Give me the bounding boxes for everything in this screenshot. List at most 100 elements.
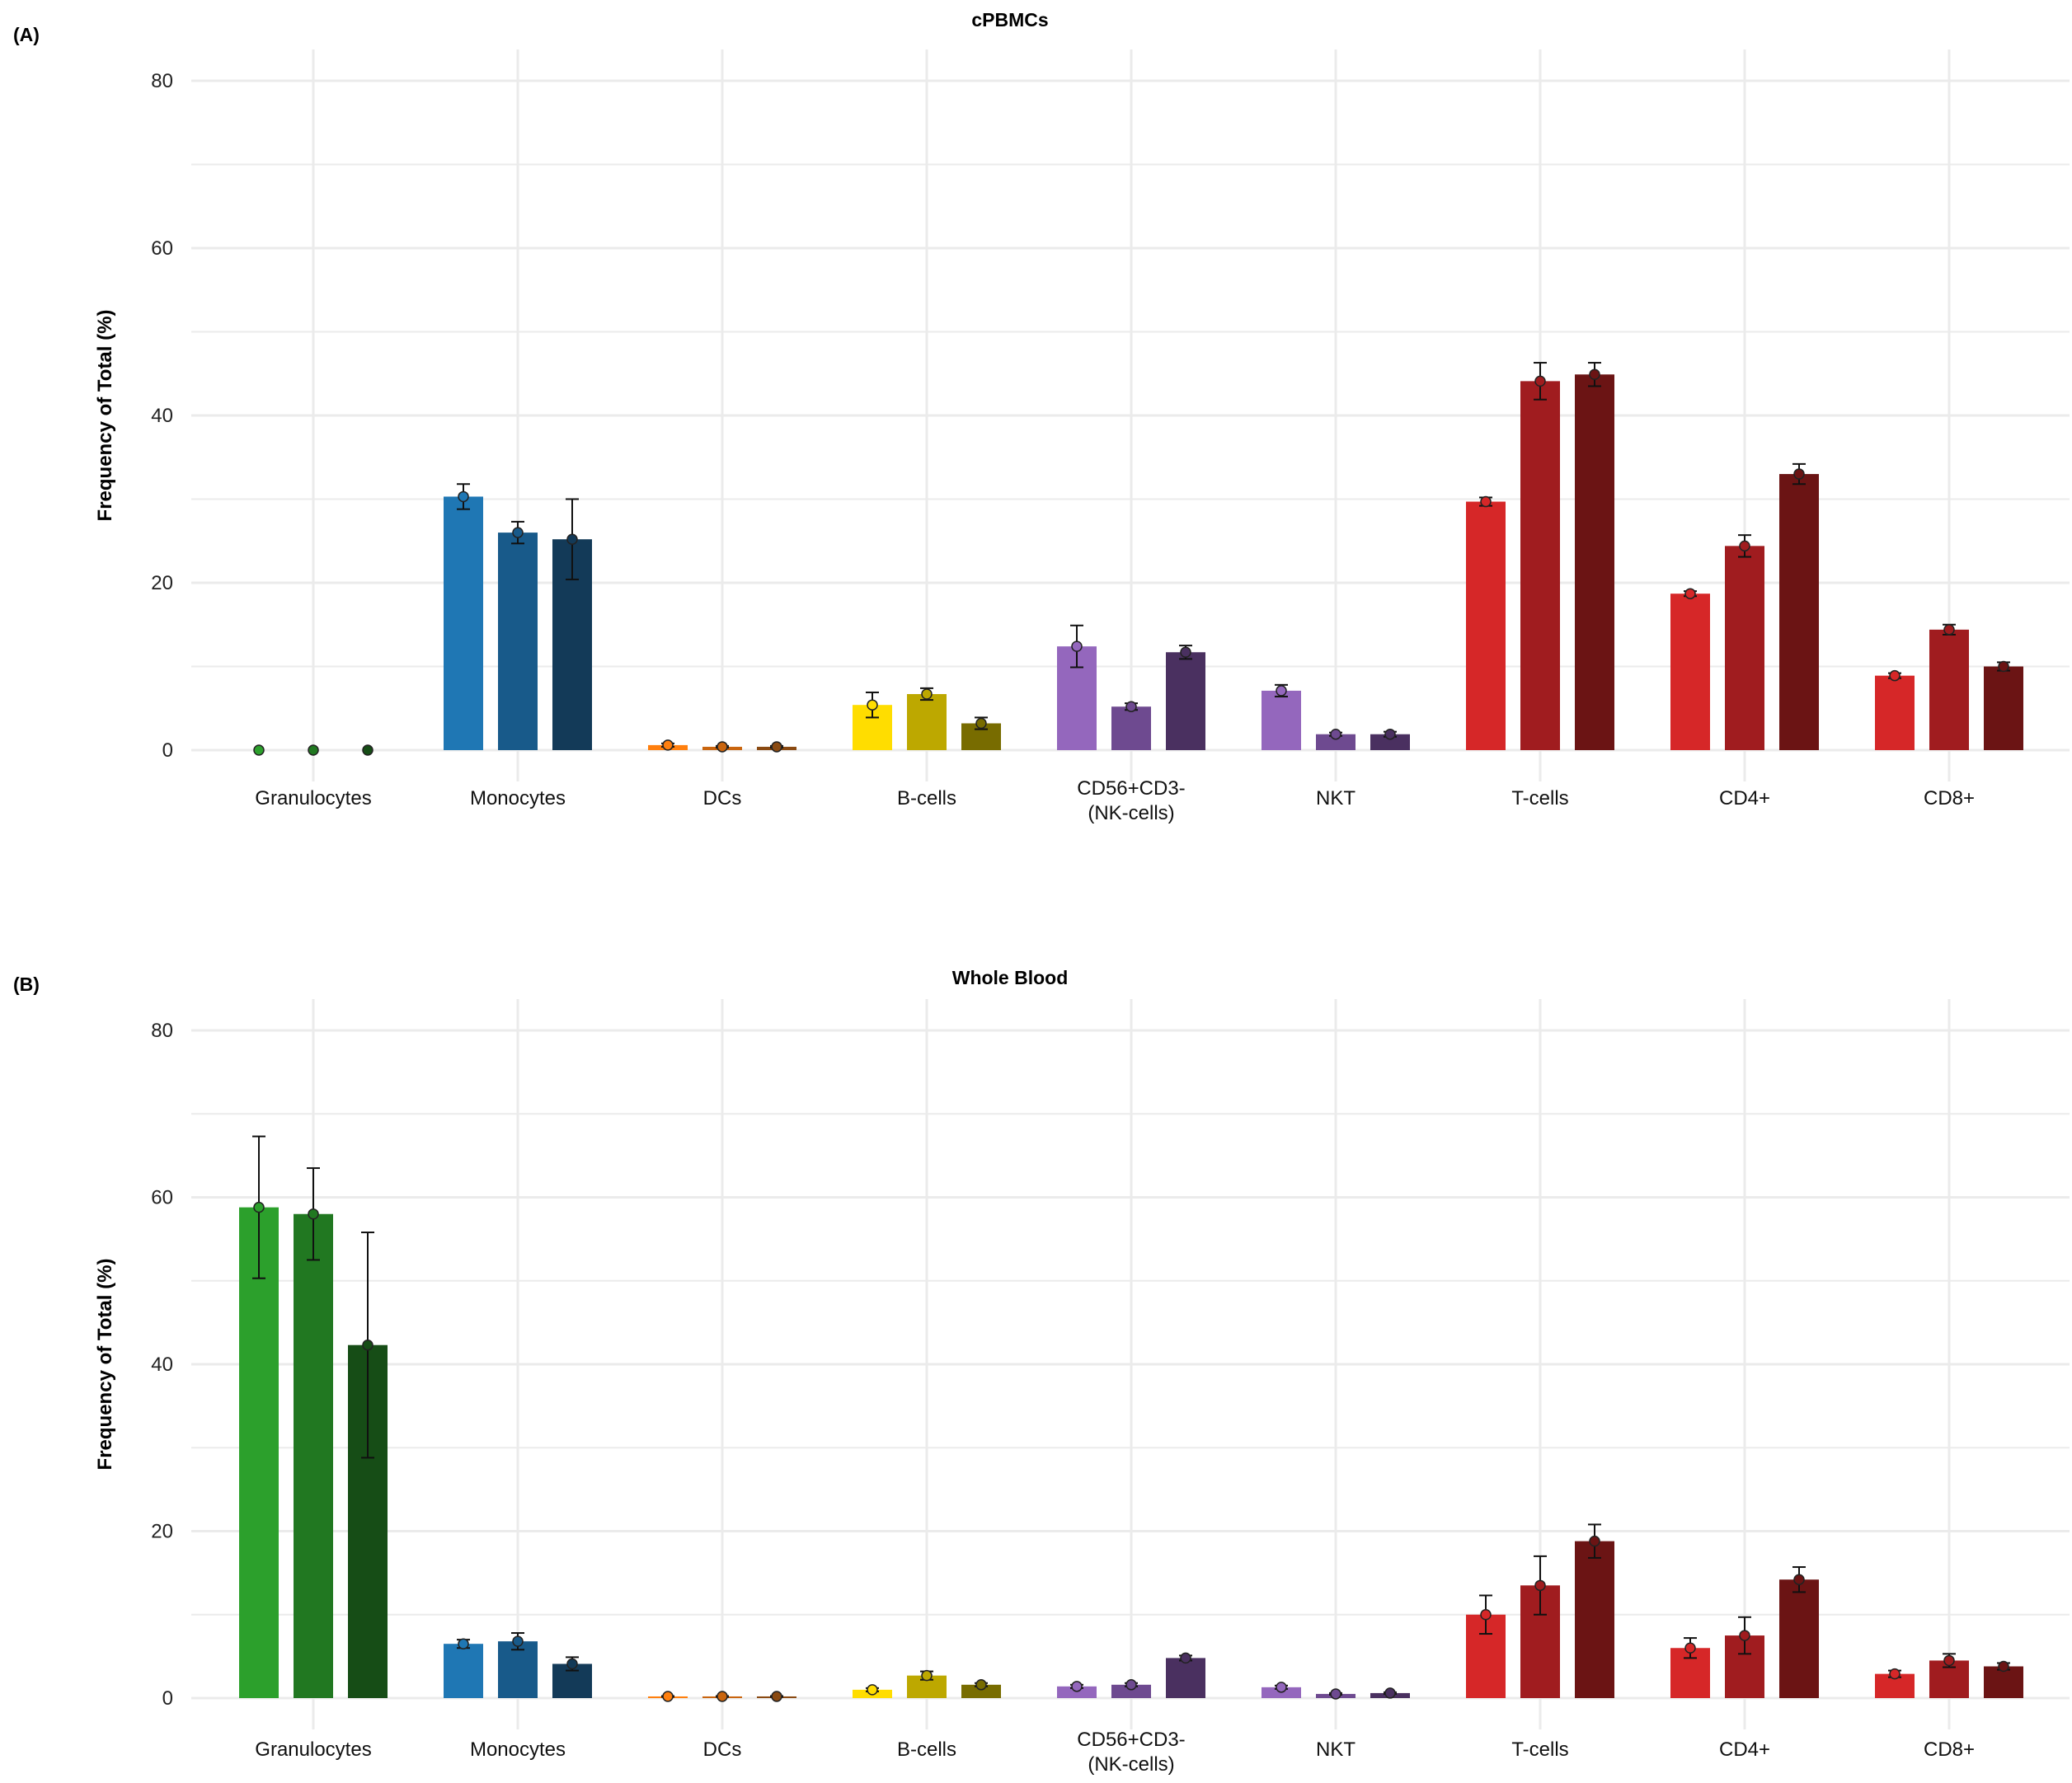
y-tick-label: 0 [162, 1687, 173, 1710]
bar [1670, 594, 1710, 750]
mean-point [1534, 375, 1546, 387]
mean-point [921, 688, 933, 700]
bar [1262, 690, 1301, 750]
mean-point [1684, 1642, 1696, 1654]
x-tick-label: Granulocytes [255, 1738, 371, 1761]
x-tick-label: T-cells [1511, 1738, 1568, 1761]
mean-point [1943, 1654, 1955, 1667]
x-tick-label: B-cells [897, 787, 956, 809]
bar [1111, 1684, 1151, 1698]
bar [1725, 546, 1764, 750]
mean-point [1071, 1681, 1083, 1692]
bar [907, 693, 947, 750]
bar [1057, 1686, 1097, 1698]
bar [1929, 629, 1969, 750]
mean-point [512, 1635, 524, 1647]
bar [1166, 1658, 1205, 1698]
x-tick-label: CD4+ [1719, 1738, 1770, 1761]
bar [498, 1641, 538, 1698]
bar [1316, 734, 1355, 750]
bar [498, 533, 538, 750]
y-tick-label: 40 [151, 405, 173, 427]
mean-point [1330, 728, 1341, 740]
panel-a: (A) cPBMCs Frequency of Total (%) 0 20 40 6… [13, 9, 2070, 824]
x-tick-label: CD4+ [1719, 787, 1770, 809]
mean-point [308, 1208, 319, 1220]
mean-point [1384, 728, 1396, 740]
bar [1575, 374, 1614, 750]
y-tick-label: 60 [151, 237, 173, 260]
bar [444, 496, 483, 750]
bar [1111, 706, 1151, 750]
mean-point [921, 1669, 933, 1682]
mean-point [1589, 1535, 1600, 1547]
grid [191, 999, 2070, 1729]
mean-point [362, 1339, 374, 1351]
mean-point [1793, 468, 1805, 480]
mean-point [1943, 624, 1955, 636]
mean-point [1889, 669, 1901, 682]
x-tick-label: CD8+ [1924, 787, 1975, 809]
bar [1984, 666, 2023, 750]
bar [1875, 675, 1915, 750]
mean-point [1276, 1682, 1287, 1693]
mean-point [975, 717, 987, 730]
panel-label: (B) [13, 974, 40, 995]
chart-title: Whole Blood [952, 967, 1069, 988]
mean-point [1276, 685, 1287, 697]
y-tick-label: 80 [151, 1020, 173, 1042]
mean-point [1889, 1668, 1901, 1680]
mean-point [1998, 1660, 2009, 1673]
y-tick-label: 40 [151, 1354, 173, 1376]
mean-point [1330, 1688, 1341, 1700]
bar [1466, 501, 1506, 750]
bar [1575, 1541, 1614, 1698]
bar [1166, 652, 1205, 750]
panel-label: (A) [13, 24, 40, 45]
mean-point [1384, 1687, 1396, 1699]
mean-point [1480, 1609, 1492, 1621]
mean-point [1125, 1679, 1137, 1691]
mean-point [1793, 1574, 1805, 1585]
y-tick-label: 0 [162, 739, 173, 762]
mean-point [1998, 660, 2009, 673]
mean-point [253, 744, 265, 756]
mean-point [771, 741, 782, 753]
mean-point [1180, 646, 1191, 658]
grid [191, 49, 2070, 781]
mean-point [662, 1691, 674, 1702]
mean-point [1534, 1579, 1546, 1592]
mean-point [867, 699, 878, 711]
bar [1370, 734, 1410, 750]
panel-b: (B) Whole Blood Frequency of Total (%) 0… [13, 967, 2070, 1776]
y-tick-label: 80 [151, 70, 173, 92]
y-axis-label: Frequency of Total (%) [94, 1259, 116, 1471]
x-tick-label: NKT [1316, 1738, 1355, 1761]
x-tick-label: Granulocytes [255, 787, 371, 809]
mean-point [662, 739, 674, 751]
mean-point [975, 1679, 987, 1691]
mean-point [1180, 1652, 1191, 1664]
bar [239, 1207, 279, 1698]
x-tick-label: CD8+ [1924, 1738, 1975, 1761]
x-tick-label: DCs [703, 787, 742, 809]
bar [1779, 474, 1819, 750]
chart-title: cPBMCs [971, 9, 1048, 30]
mean-point [717, 1691, 728, 1702]
mean-point [308, 744, 319, 756]
mean-point [771, 1691, 782, 1702]
mean-point [458, 1638, 469, 1649]
y-axis-label: Frequency of Total (%) [94, 310, 116, 522]
x-tick-label: T-cells [1511, 787, 1568, 809]
mean-point [1125, 701, 1137, 712]
mean-point [1480, 495, 1492, 508]
bar [294, 1213, 333, 1698]
mean-point [717, 741, 728, 753]
bar [444, 1644, 483, 1698]
bar [1520, 381, 1560, 750]
mean-point [1071, 640, 1083, 652]
mean-point [253, 1201, 265, 1213]
mean-point [566, 1658, 578, 1670]
mean-point [362, 744, 374, 756]
